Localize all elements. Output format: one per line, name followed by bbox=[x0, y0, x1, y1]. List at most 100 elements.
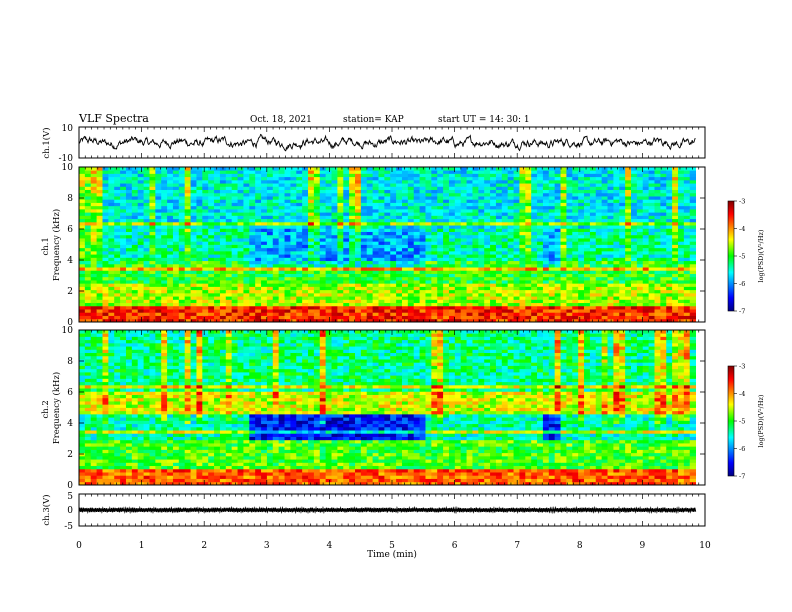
spectrogram-cell bbox=[595, 225, 603, 229]
spectrogram-cell bbox=[648, 244, 655, 249]
spectrogram-cell bbox=[366, 260, 374, 265]
spectrogram-cell bbox=[143, 254, 150, 258]
spectrogram-cell bbox=[519, 273, 526, 278]
spectrogram-cell bbox=[196, 312, 203, 316]
spectrogram-cell bbox=[90, 183, 98, 187]
spectrogram-cell bbox=[654, 273, 661, 278]
spectrogram-cell bbox=[484, 286, 491, 291]
spectrogram-cell bbox=[308, 302, 315, 307]
spectrogram-cell bbox=[131, 257, 139, 262]
spectrogram-cell bbox=[613, 199, 620, 203]
spectrogram-cell bbox=[214, 228, 221, 232]
spectrogram-cell bbox=[278, 199, 285, 203]
spectrogram-cell bbox=[360, 280, 368, 284]
spectrogram-cell bbox=[196, 260, 203, 265]
spectrogram-cell bbox=[601, 244, 608, 249]
spectrogram-cell bbox=[196, 289, 203, 294]
spectrogram-cell bbox=[625, 241, 632, 245]
spectrogram-cell bbox=[501, 257, 509, 262]
spectrogram-cell bbox=[137, 276, 144, 281]
spectrogram-cell bbox=[167, 173, 174, 178]
spectrogram-cell bbox=[384, 238, 391, 242]
spectrogram-cell bbox=[79, 283, 86, 287]
spectrogram-cell bbox=[302, 215, 309, 220]
spectrogram-cell bbox=[443, 221, 450, 226]
spectrogram-cell bbox=[607, 289, 614, 294]
spectrogram-cell bbox=[648, 199, 655, 203]
spectrogram-cell bbox=[396, 183, 403, 187]
spectrogram-cell bbox=[443, 309, 450, 313]
spectrogram-cell bbox=[313, 273, 321, 278]
spectrogram-cell bbox=[554, 231, 561, 236]
spectrogram-cell bbox=[396, 234, 403, 239]
spectrogram-cell bbox=[319, 170, 327, 174]
spectrogram-cell bbox=[413, 302, 420, 307]
spectrogram-cell bbox=[560, 305, 567, 310]
spectrogram-cell bbox=[507, 196, 514, 200]
spectrogram-cell bbox=[337, 238, 344, 242]
spectrogram-cell bbox=[149, 196, 156, 200]
spectrogram-cell bbox=[460, 234, 467, 239]
spectrogram-cell bbox=[190, 280, 197, 284]
spectrogram-cell bbox=[666, 270, 673, 274]
spectrogram-cell bbox=[648, 273, 655, 278]
spectrogram-cell bbox=[413, 199, 420, 203]
spectrogram-cell bbox=[625, 263, 632, 268]
spectrogram-cell bbox=[319, 241, 327, 245]
spectrogram-cell bbox=[407, 250, 415, 255]
spectrogram-cell bbox=[542, 276, 550, 281]
spectrogram-cell bbox=[96, 208, 103, 213]
spectrogram-cell bbox=[613, 305, 620, 310]
spectrogram-cell bbox=[231, 257, 238, 262]
spectrogram-cell bbox=[178, 267, 186, 271]
spectrogram-cell bbox=[613, 280, 620, 284]
spectrogram-cell bbox=[255, 192, 262, 197]
spectrogram-cell bbox=[584, 218, 591, 223]
spectrogram-cell bbox=[666, 247, 673, 252]
spectrogram-cell bbox=[172, 247, 180, 252]
spectrogram-cell bbox=[308, 312, 315, 316]
spectrogram-cell bbox=[578, 218, 585, 223]
spectrogram-cell bbox=[243, 199, 250, 203]
spectrogram-cell bbox=[407, 202, 415, 207]
spectrogram-cell bbox=[272, 170, 280, 174]
spectrogram-cell bbox=[607, 318, 614, 322]
spectrogram-cell bbox=[654, 218, 661, 223]
spectrogram-cell bbox=[401, 199, 409, 203]
spectrogram-cell bbox=[296, 309, 303, 313]
spectrogram-cell bbox=[472, 315, 479, 320]
spectrogram-cell bbox=[448, 250, 456, 255]
spectrogram-cell bbox=[190, 296, 197, 300]
spectrogram-cell bbox=[337, 199, 344, 203]
spectrogram-cell bbox=[683, 244, 691, 249]
spectrogram-cell bbox=[425, 267, 432, 271]
spectrogram-cell bbox=[677, 270, 685, 274]
spectrogram-cell bbox=[237, 228, 244, 232]
spectrogram-cell bbox=[542, 173, 550, 178]
spectrogram-cell bbox=[137, 192, 144, 197]
spectrogram-cell bbox=[208, 212, 215, 216]
spectrogram-cell bbox=[425, 286, 432, 291]
spectrogram-cell bbox=[607, 302, 614, 307]
spectrogram-cell bbox=[120, 305, 127, 310]
spectrogram-cell bbox=[654, 318, 661, 322]
spectrogram-cell bbox=[372, 238, 379, 242]
spectrogram-cell bbox=[302, 254, 309, 258]
spectrogram-cell bbox=[114, 263, 121, 268]
spectrogram-cell bbox=[296, 215, 303, 220]
spectrogram-cell bbox=[648, 315, 655, 320]
spectrogram-cell bbox=[190, 212, 197, 216]
spectrogram-cell bbox=[261, 302, 268, 307]
spectrogram-cell bbox=[642, 299, 650, 304]
spectrogram-cell bbox=[531, 205, 538, 210]
spectrogram-cell bbox=[384, 225, 391, 229]
spectrogram-cell bbox=[578, 167, 585, 171]
spectrogram-cell bbox=[290, 292, 297, 297]
spectrogram-cell bbox=[372, 196, 379, 200]
spectrogram-cell bbox=[290, 225, 297, 229]
spectrogram-cell bbox=[607, 257, 614, 262]
spectrogram-cell bbox=[196, 192, 203, 197]
spectrogram-cell bbox=[636, 183, 644, 187]
spectrogram-cell bbox=[278, 208, 285, 213]
spectrogram-cell bbox=[143, 318, 150, 322]
